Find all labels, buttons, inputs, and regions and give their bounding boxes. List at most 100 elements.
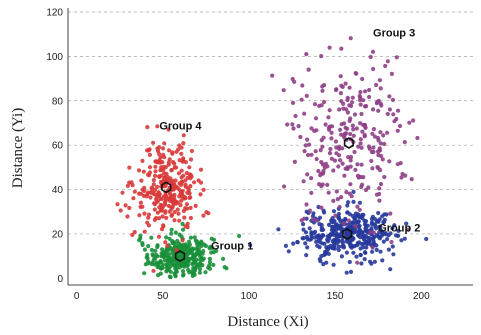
grid-lines — [68, 11, 473, 235]
data-point — [290, 122, 295, 127]
data-point — [334, 189, 339, 194]
data-point — [350, 123, 355, 128]
data-point — [158, 208, 163, 213]
group-label: Group 1 — [211, 240, 253, 252]
data-point — [389, 239, 394, 245]
data-point — [319, 171, 324, 176]
data-point — [175, 185, 180, 190]
data-point — [155, 124, 160, 129]
data-point — [375, 233, 380, 238]
data-point — [329, 232, 334, 237]
data-point — [176, 171, 181, 176]
data-point — [388, 231, 393, 236]
data-point — [355, 162, 360, 167]
data-point — [221, 256, 226, 261]
data-point — [179, 179, 184, 184]
data-point — [281, 88, 286, 93]
data-point — [162, 253, 167, 258]
data-point — [317, 215, 323, 220]
data-point — [366, 241, 371, 246]
data-point — [151, 182, 156, 187]
data-point — [357, 207, 362, 212]
data-point — [360, 76, 365, 82]
data-point — [145, 192, 150, 197]
data-point — [325, 182, 330, 187]
data-point — [368, 259, 373, 264]
data-point — [186, 257, 191, 262]
x-axis-label: Distance (Xi) — [227, 314, 308, 330]
data-point — [380, 258, 385, 263]
data-point — [166, 148, 172, 153]
data-point — [378, 130, 383, 135]
data-point — [351, 199, 356, 204]
data-point — [186, 248, 191, 253]
data-point — [337, 107, 342, 112]
data-point — [132, 229, 137, 235]
data-point — [374, 247, 379, 252]
data-point — [331, 168, 336, 173]
data-point — [386, 247, 391, 252]
data-point — [415, 135, 420, 141]
data-point — [382, 141, 387, 147]
data-point — [346, 218, 351, 223]
data-point — [359, 261, 364, 266]
data-point — [375, 149, 381, 154]
data-point — [361, 98, 366, 103]
data-point — [158, 179, 164, 184]
data-point — [327, 45, 332, 50]
data-point — [145, 220, 150, 225]
data-point — [350, 100, 355, 105]
data-point — [154, 199, 159, 205]
data-point — [179, 151, 184, 156]
data-point — [372, 259, 377, 264]
data-point — [181, 196, 186, 201]
data-point — [334, 145, 339, 150]
data-point — [170, 240, 175, 245]
data-point — [175, 207, 180, 212]
data-point — [201, 213, 206, 218]
data-point — [188, 205, 193, 210]
x-tick-label: 0 — [74, 291, 80, 302]
series-group-4 — [115, 124, 211, 273]
data-point — [292, 79, 297, 84]
data-point — [374, 226, 379, 231]
data-point — [362, 257, 367, 262]
data-point — [138, 191, 144, 196]
data-point — [391, 252, 396, 257]
data-point — [120, 190, 125, 195]
data-point — [322, 83, 327, 88]
data-point — [139, 178, 144, 183]
data-point — [151, 140, 156, 145]
data-point — [377, 198, 382, 203]
data-point — [145, 252, 150, 257]
data-point — [359, 111, 364, 117]
data-point — [159, 165, 164, 170]
data-point — [300, 83, 305, 88]
data-point — [196, 249, 202, 254]
data-point — [160, 214, 165, 219]
data-point — [152, 187, 158, 192]
data-point — [371, 230, 376, 235]
data-point — [338, 225, 343, 230]
data-point — [142, 271, 147, 276]
data-point — [339, 46, 344, 51]
data-point — [363, 225, 368, 230]
data-point — [301, 179, 306, 184]
data-point — [199, 244, 204, 249]
data-point — [358, 137, 363, 142]
data-point — [285, 122, 290, 127]
data-point — [159, 227, 165, 232]
data-point — [186, 251, 191, 256]
data-point — [374, 243, 379, 248]
data-point — [323, 122, 328, 127]
data-point — [158, 196, 163, 201]
data-point — [125, 214, 130, 219]
data-point — [330, 239, 335, 244]
data-point — [335, 197, 340, 202]
data-point — [387, 107, 392, 112]
data-point — [160, 146, 166, 151]
data-point — [181, 262, 186, 267]
y-tick-label: 80 — [52, 96, 64, 107]
data-point — [149, 235, 154, 240]
data-point — [176, 211, 181, 216]
